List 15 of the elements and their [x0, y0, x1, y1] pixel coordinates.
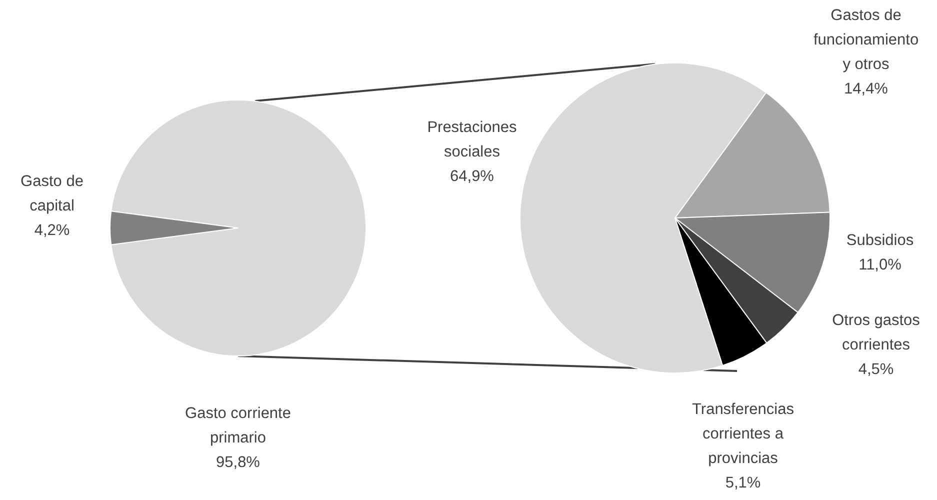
data-label: 64,9% — [450, 168, 494, 185]
data-label: 11,0% — [858, 256, 902, 274]
data-label: 4,5% — [858, 361, 894, 378]
pie-slice — [110, 100, 366, 356]
data-label: 4,2% — [34, 222, 70, 239]
slice-label: Subsidios — [846, 232, 914, 249]
slice-label: Gasto de capital — [20, 173, 84, 214]
slice-label: Transferencias corrientes a provincias — [692, 401, 794, 467]
data-label: 14,4% — [844, 80, 888, 98]
slice-label: Prestaciones sociales — [427, 119, 518, 160]
slice-label: Gasto corriente primario — [185, 405, 291, 446]
data-label: 5,1% — [725, 474, 761, 492]
slice-label: Gastos de funcionamiento y otros — [813, 7, 919, 73]
slice-label: Otros gastos corrientes — [832, 312, 920, 354]
data-label: 95,8% — [216, 454, 260, 471]
